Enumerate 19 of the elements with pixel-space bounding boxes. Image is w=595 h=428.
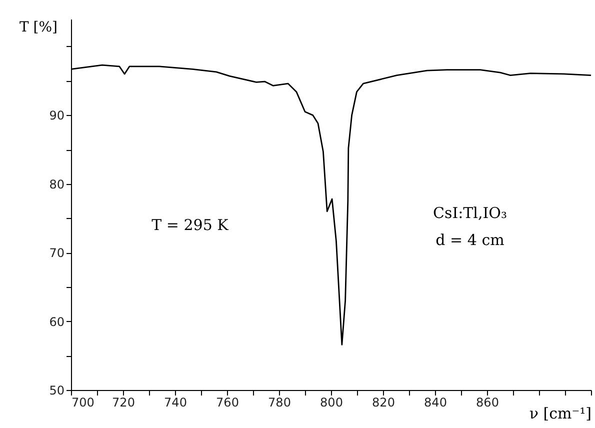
y-tick-label: 60 [49, 314, 64, 329]
x-tick-label: 820 [372, 396, 395, 410]
x-tick-label: 840 [424, 396, 447, 410]
x-tick-label: 700 [72, 396, 94, 410]
x-tick-label: 720 [112, 396, 135, 410]
y-axis-title: T [%] [19, 20, 58, 36]
x-tick-label: 760 [216, 396, 239, 410]
x-tick-label: 740 [164, 396, 187, 410]
annotation: d = 4 cm [436, 231, 504, 249]
x-tick-label: 860 [476, 396, 499, 410]
x-tick-label: 800 [320, 396, 343, 410]
y-tick-label: 50 [49, 384, 64, 398]
annotation: CsI:Tl,IO₃ [433, 204, 507, 222]
annotation: T = 295 K [152, 216, 230, 234]
x-tick-label: 780 [268, 396, 291, 410]
y-tick-label: 90 [49, 108, 64, 123]
y-tick-label: 70 [49, 246, 64, 260]
x-axis-title: ν [cm⁻¹] [529, 404, 592, 422]
y-tick-label: 80 [49, 177, 64, 192]
